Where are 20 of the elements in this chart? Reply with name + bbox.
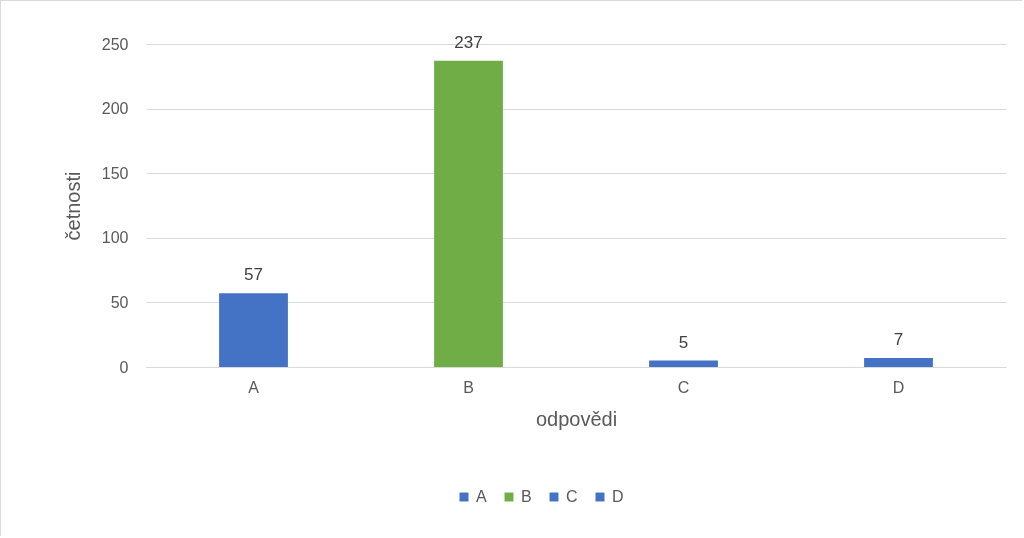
legend-label: D — [612, 488, 624, 505]
data-label: 5 — [678, 332, 689, 352]
x-tick-label: B — [463, 378, 474, 396]
y-tick-label: 250 — [101, 35, 129, 53]
y-tick-label: 200 — [101, 100, 129, 118]
y-tick-label: 0 — [119, 358, 129, 376]
x-tick-label: C — [677, 378, 690, 396]
data-label: 57 — [244, 265, 263, 285]
x-axis-title: odpovědi — [535, 407, 618, 430]
x-tick-label: A — [248, 378, 260, 396]
legend-label: B — [521, 488, 532, 505]
x-tick-label: D — [892, 378, 905, 396]
y-tick-label: 100 — [101, 229, 129, 247]
y-tick-label: 50 — [110, 293, 129, 311]
y-axis-title: četnosti — [61, 171, 84, 241]
y-tick-label: 150 — [101, 164, 129, 182]
data-label: 7 — [893, 329, 904, 349]
legend-label: A — [476, 488, 487, 505]
legend-label: C — [566, 488, 578, 505]
data-label: 237 — [454, 32, 483, 52]
